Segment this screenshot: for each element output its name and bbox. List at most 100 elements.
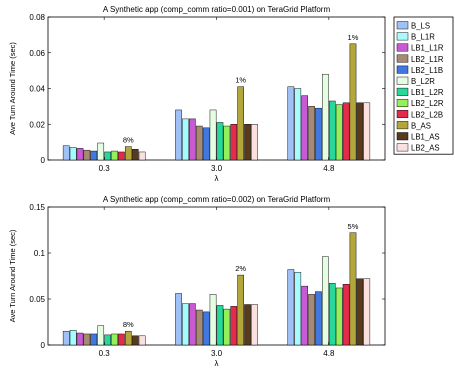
legend-swatch: [396, 87, 409, 96]
legend-swatch: [396, 110, 409, 119]
bar: [76, 332, 84, 346]
bar: [124, 330, 132, 346]
legend-swatch: [396, 132, 409, 141]
bar: [111, 333, 118, 346]
bar: [90, 333, 98, 346]
x-tick-label: 4.8: [323, 349, 335, 358]
legend-label: LB1_L1R: [411, 44, 444, 53]
bar: [182, 118, 189, 161]
x-axis-label: λ: [215, 174, 219, 183]
bar: [287, 86, 295, 161]
bar: [62, 145, 70, 161]
bottom-bar-chart: A Synthetic app (comp_comm ratio=0.002) …: [8, 195, 386, 368]
bar: [76, 148, 84, 161]
bar: [294, 272, 302, 346]
legend-label: B_L2R: [411, 77, 435, 86]
bar: [363, 102, 371, 161]
bar: [216, 305, 224, 346]
bar-annotation: 2%: [235, 264, 246, 273]
legend-swatch: [396, 65, 409, 74]
x-tick-label: 3.0: [211, 164, 223, 173]
bar: [342, 102, 350, 161]
bar: [230, 306, 238, 346]
bar: [328, 283, 336, 346]
legend-label: LB2_L2R: [411, 99, 444, 108]
bar: [349, 43, 357, 161]
bar: [251, 124, 258, 161]
bar: [124, 146, 132, 161]
y-axis-label: Ave Turn Around Time (sec): [8, 229, 17, 322]
bar: [182, 303, 189, 346]
y-tick-label: 0.05: [29, 295, 45, 304]
bar: [349, 232, 357, 346]
x-axis-label: λ: [215, 359, 219, 368]
legend-label: LB1_L2R: [411, 88, 444, 97]
legend-label: B_LS: [411, 22, 430, 31]
bar: [189, 303, 196, 346]
bar: [83, 333, 91, 346]
legend-label: LB2_L2B: [411, 110, 443, 119]
bar: [175, 293, 182, 346]
bar: [294, 88, 302, 161]
bar: [223, 125, 231, 161]
bar: [118, 333, 125, 346]
bar: [189, 118, 196, 161]
legend-swatch: [396, 54, 409, 63]
bar: [287, 269, 295, 346]
bar: [90, 150, 98, 161]
bar: [223, 308, 231, 346]
bar: [104, 151, 111, 161]
bar: [244, 124, 251, 161]
bar: [202, 311, 210, 346]
legend: B_LS B_L1R LB1_L1R LB2_L1R LB2_L1B B_L2R LB1_L…: [393, 16, 454, 155]
x-tick-label: 0.3: [99, 349, 111, 358]
bar: [301, 95, 309, 161]
bar: [69, 147, 77, 161]
y-tick-label: 0: [41, 341, 46, 350]
bar: [244, 304, 251, 346]
bar: [175, 109, 182, 161]
legend-label: LB2_L1R: [411, 55, 444, 64]
bar-annotation: 8%: [123, 320, 134, 329]
bar: [335, 287, 343, 346]
y-tick-label: 0.15: [29, 203, 45, 212]
bar: [111, 150, 118, 161]
bar: [195, 309, 203, 346]
chart-title: A Synthetic app (comp_comm ratio=0.001) …: [103, 5, 331, 14]
y-tick-label: 0.06: [29, 49, 45, 58]
bar: [138, 335, 146, 346]
bar: [328, 100, 336, 161]
legend-swatch: [396, 21, 409, 30]
bar-annotation: 1%: [235, 76, 246, 85]
y-tick-label: 0: [41, 156, 46, 165]
bar: [363, 278, 371, 346]
y-tick-label: 0.08: [29, 13, 45, 22]
y-tick-label: 0.1: [34, 249, 46, 258]
bar: [301, 285, 309, 346]
bar: [69, 330, 77, 346]
bar: [209, 294, 217, 346]
bar: [62, 330, 70, 346]
bar-annotation: 5%: [348, 222, 359, 231]
bar: [131, 149, 139, 161]
legend-swatch: [396, 43, 409, 52]
bar: [342, 284, 350, 346]
bar: [315, 291, 322, 346]
bar: [97, 142, 105, 161]
bar: [308, 294, 315, 346]
legend-label: LB2_AS: [411, 144, 440, 153]
bar: [131, 335, 139, 346]
bar: [237, 86, 244, 161]
legend-swatch: [396, 98, 409, 107]
plot-area: [47, 16, 386, 161]
bar-annotation: 8%: [123, 136, 134, 145]
bar: [104, 334, 111, 346]
bar: [83, 149, 91, 161]
x-tick-label: 3.0: [211, 349, 223, 358]
legend-swatch: [396, 32, 409, 41]
legend-swatch: [396, 121, 409, 130]
bar: [237, 274, 244, 346]
bar: [216, 122, 224, 161]
legend-label: LB2_L1B: [411, 66, 443, 75]
legend-label: B_L1R: [411, 33, 435, 42]
